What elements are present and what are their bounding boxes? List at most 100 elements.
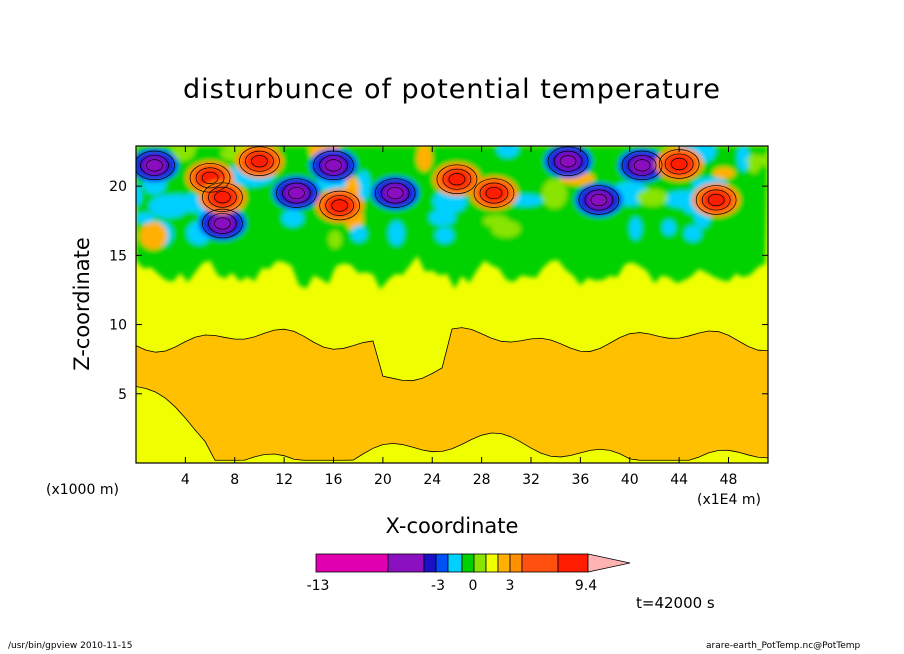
contour-ring bbox=[473, 178, 515, 208]
contour-ring bbox=[627, 154, 657, 176]
colorbar-segment bbox=[557, 553, 589, 573]
contour-ring bbox=[436, 164, 478, 194]
footer-right: arare-earth_PotTemp.nc@PotTemp bbox=[706, 641, 861, 651]
x-tick-label: 4 bbox=[181, 472, 190, 488]
contour-ring bbox=[707, 193, 725, 207]
contour-ring bbox=[590, 193, 608, 207]
contour-ring bbox=[559, 155, 577, 168]
contour-ring bbox=[282, 182, 311, 204]
x-axis-label: X-coordinate bbox=[385, 514, 519, 538]
anomaly-patch bbox=[745, 155, 768, 166]
colorbar-segment bbox=[423, 553, 437, 573]
contour-ring bbox=[633, 159, 651, 172]
x-tick-label: 12 bbox=[275, 472, 293, 488]
cold-core bbox=[321, 156, 346, 175]
anomaly-patch bbox=[136, 183, 143, 207]
contour-ring bbox=[584, 189, 614, 211]
contour-ring bbox=[701, 189, 731, 211]
anomaly-patch bbox=[636, 188, 668, 207]
anomaly-patch bbox=[328, 230, 342, 249]
contour-ring bbox=[695, 185, 737, 215]
contour-ring bbox=[547, 146, 589, 176]
heatmap-field bbox=[136, 146, 768, 463]
anomaly-patch bbox=[356, 170, 371, 201]
time-label: t=42000 s bbox=[636, 594, 715, 612]
x-tick-label: 28 bbox=[473, 472, 491, 488]
x-tick-label: 32 bbox=[522, 472, 540, 488]
contour-lines bbox=[136, 146, 737, 239]
colorbar-segment bbox=[447, 553, 463, 573]
contour-ring bbox=[146, 159, 163, 172]
contour-ring bbox=[202, 182, 243, 212]
x-unit-right: (x1E4 m) bbox=[697, 492, 761, 508]
contour-ring bbox=[319, 190, 361, 221]
anomaly-patch bbox=[737, 146, 750, 172]
colorbar-tick-label: -13 bbox=[307, 578, 330, 594]
contour-ring bbox=[442, 168, 472, 190]
warm-core bbox=[327, 196, 352, 215]
x-tick-label: 48 bbox=[720, 472, 738, 488]
contour-ring bbox=[288, 186, 305, 200]
colorbar: -13 -3 0 3 9.4 bbox=[307, 553, 631, 594]
contour-ring bbox=[140, 154, 169, 176]
x-tick-label: 20 bbox=[374, 472, 392, 488]
colorbar-segment bbox=[485, 553, 499, 573]
contour-ring bbox=[386, 186, 404, 200]
anomaly-patch bbox=[429, 209, 456, 226]
contour-ring bbox=[374, 178, 416, 208]
colorbar-segment bbox=[497, 553, 511, 573]
cold-core bbox=[142, 156, 167, 175]
anomaly-patch bbox=[416, 146, 433, 172]
contour-ring bbox=[195, 167, 225, 189]
plot-frame bbox=[135, 145, 769, 464]
cold-core bbox=[210, 214, 235, 233]
x-unit-left: (x1000 m) bbox=[46, 482, 119, 498]
warm-core bbox=[667, 154, 692, 173]
y-tick-label: 10 bbox=[109, 318, 127, 334]
contour-ring bbox=[331, 199, 349, 212]
contour-ring bbox=[578, 185, 620, 215]
contour-ring bbox=[479, 182, 509, 204]
x-tick-label: 40 bbox=[621, 472, 639, 488]
colorbar-segment bbox=[387, 553, 425, 573]
colorbar-segment bbox=[521, 553, 559, 573]
colorbar-extend-arrow bbox=[587, 553, 631, 573]
anomaly-patch bbox=[482, 215, 509, 227]
y-tick-label: 15 bbox=[109, 248, 127, 264]
anomaly-patch bbox=[388, 221, 405, 246]
cold-core bbox=[284, 184, 309, 203]
anomaly-patch bbox=[136, 212, 156, 224]
colorbar-tick-label: 3 bbox=[506, 578, 515, 594]
y-axis-label: Z-coordinate bbox=[70, 237, 94, 371]
anomaly-patch bbox=[172, 194, 185, 214]
contour-ring bbox=[214, 217, 231, 230]
contour-ring bbox=[214, 191, 231, 204]
anomaly-patch bbox=[684, 225, 702, 242]
cold-core bbox=[383, 184, 408, 203]
anomaly-patch bbox=[629, 217, 642, 240]
contour-ring bbox=[136, 150, 175, 181]
anomaly-patch bbox=[662, 219, 676, 236]
y-tick-label: 20 bbox=[109, 179, 127, 195]
contour-ring bbox=[319, 154, 348, 176]
colorbar-segment bbox=[461, 553, 475, 573]
contour-ring bbox=[670, 157, 688, 171]
anomaly-patch bbox=[496, 146, 519, 158]
anomaly-patch bbox=[712, 167, 735, 179]
colorbar-segment bbox=[509, 553, 523, 573]
x-tick-label: 44 bbox=[670, 472, 688, 488]
footer-left: /usr/bin/gpview 2010-11-15 bbox=[8, 641, 133, 651]
y-ticks: 5 10 15 20 bbox=[109, 179, 768, 403]
contour-ring bbox=[239, 146, 280, 176]
contour-ring bbox=[201, 171, 219, 184]
anomaly-patch bbox=[172, 146, 196, 162]
contour-ring bbox=[664, 153, 694, 175]
contour-ring bbox=[380, 182, 410, 204]
anomaly-patch bbox=[139, 221, 168, 250]
contour-ring bbox=[485, 186, 503, 200]
warm-core bbox=[704, 190, 729, 209]
contour-ring bbox=[202, 208, 243, 239]
warm-core bbox=[210, 188, 235, 207]
x-tick-label: 24 bbox=[423, 472, 441, 488]
warm-core bbox=[247, 152, 272, 171]
